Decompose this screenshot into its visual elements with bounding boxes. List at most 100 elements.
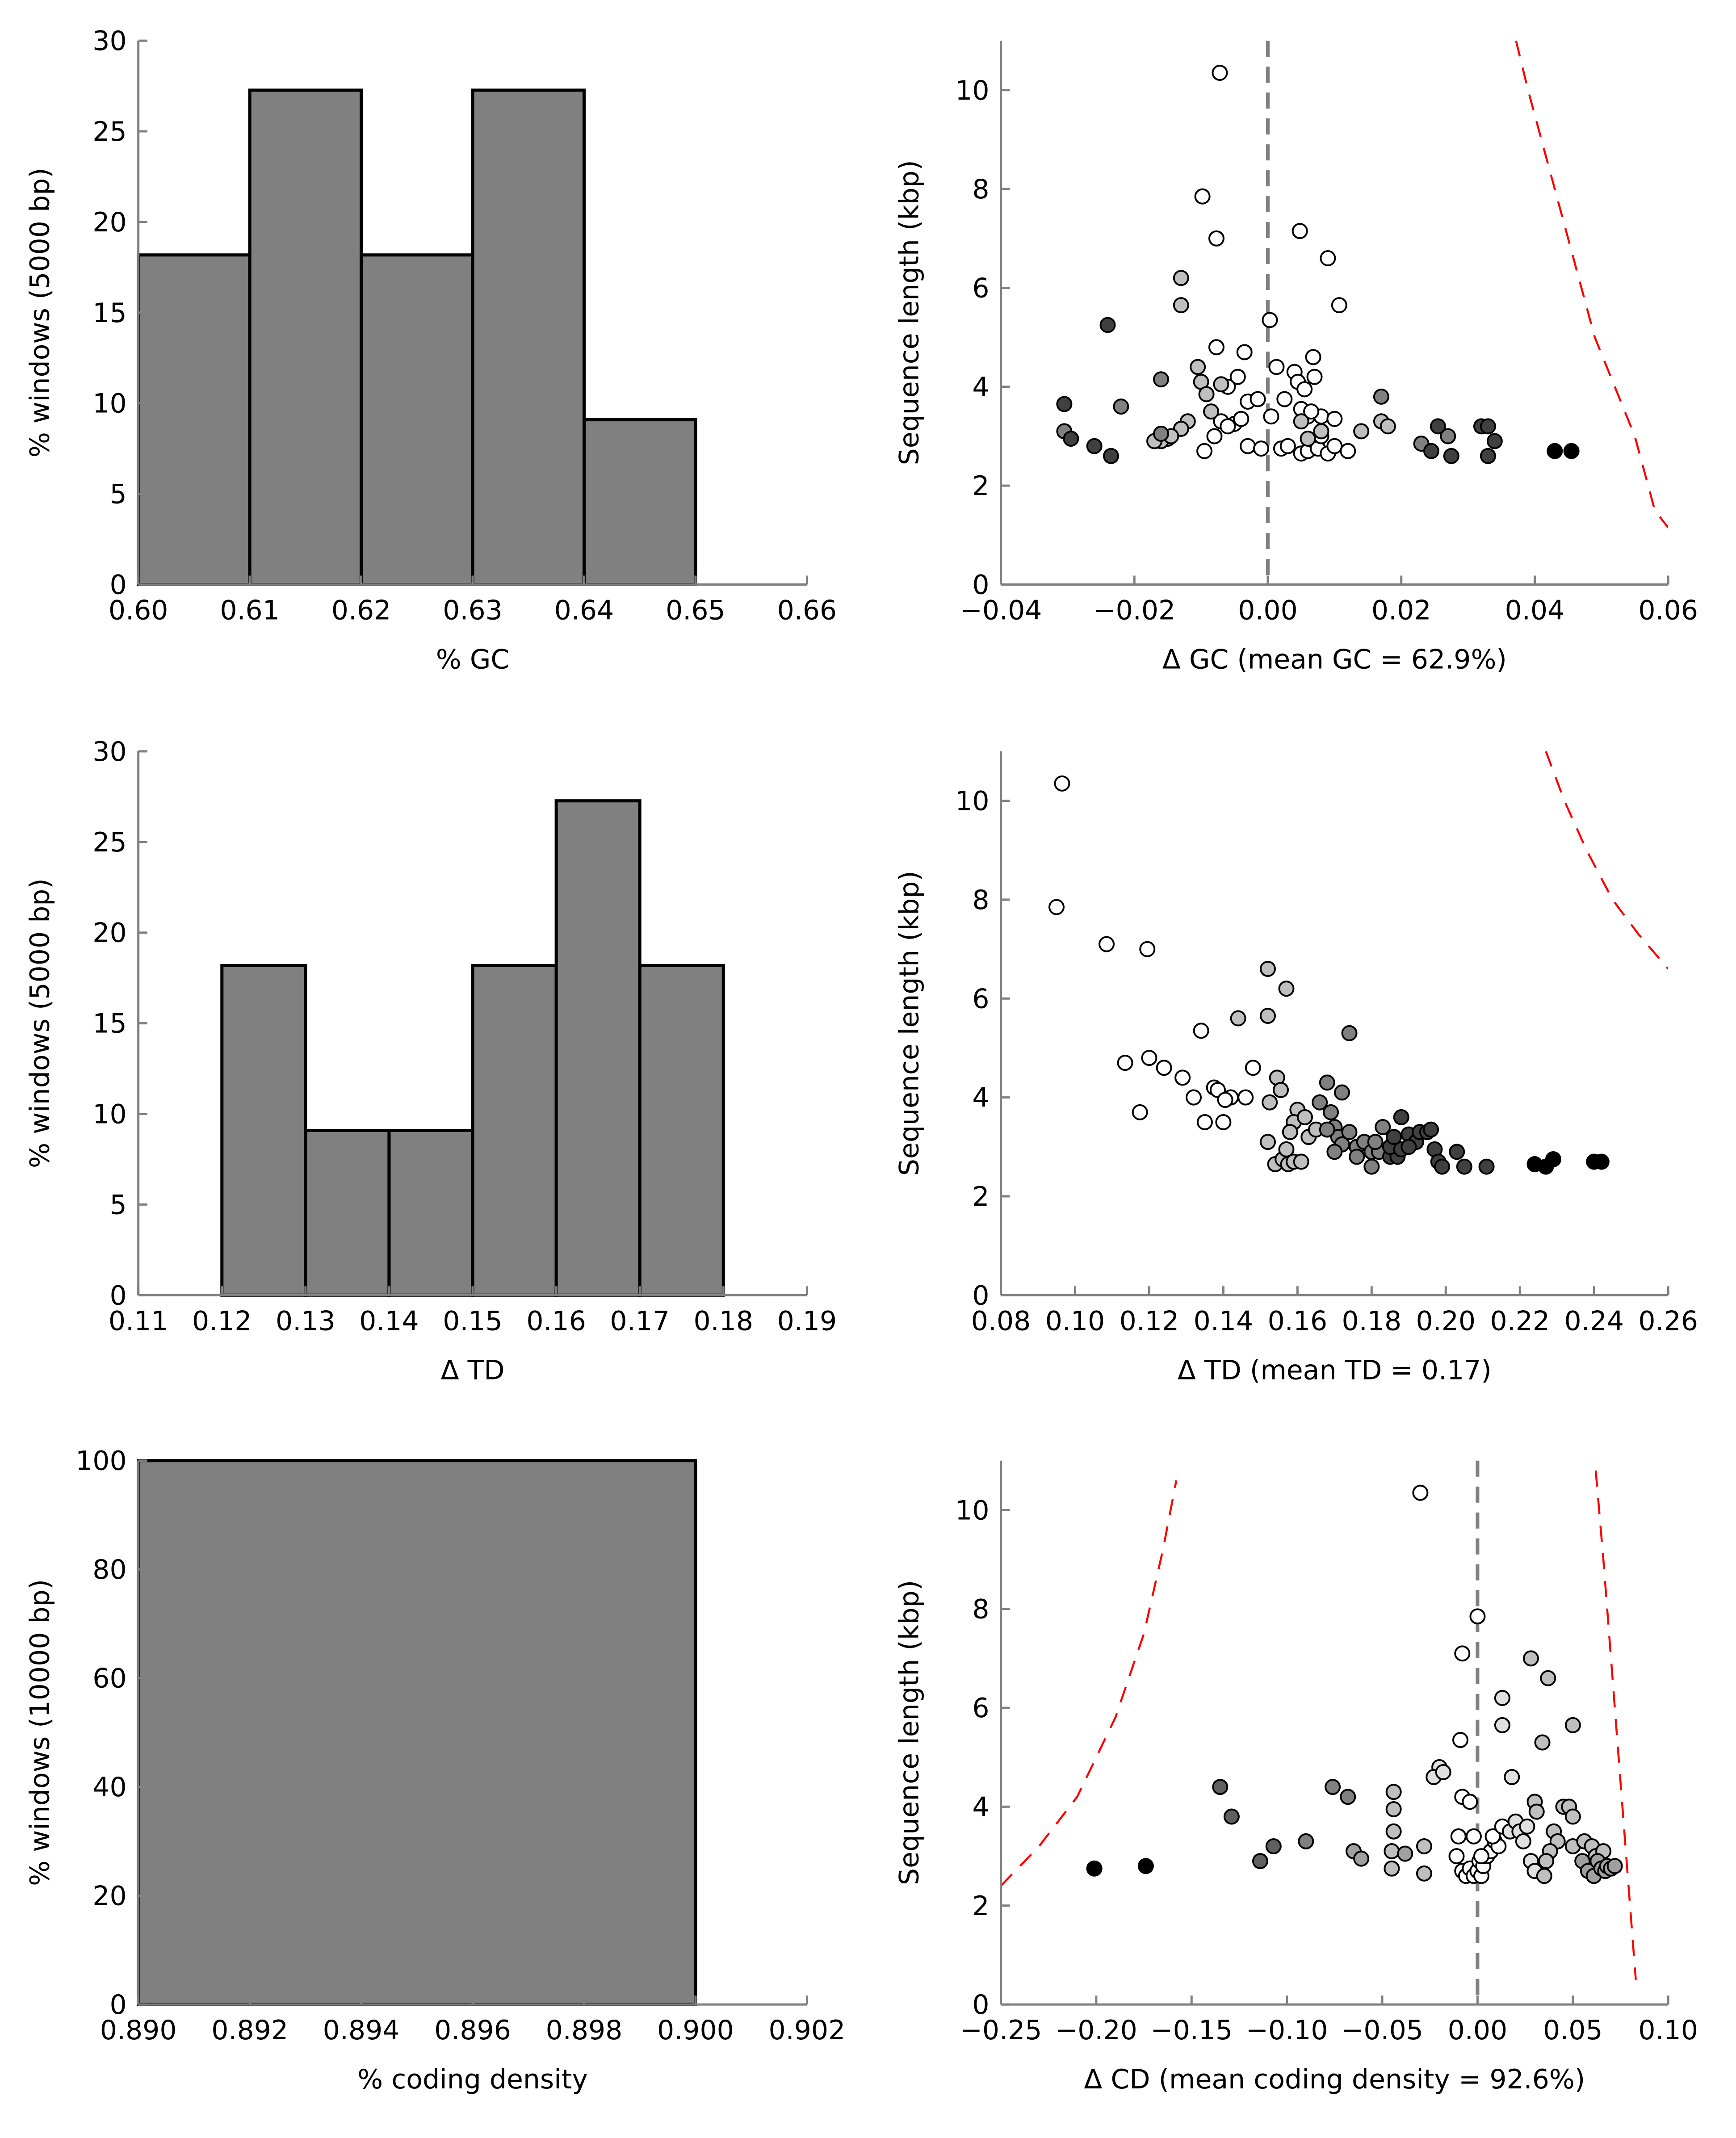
y-tick-label: 4 [972, 1082, 989, 1114]
scatter-point [1540, 1670, 1556, 1686]
x-tick-label: 0.11 [109, 1305, 168, 1337]
scatter-point [1262, 312, 1278, 328]
scatter-point [1515, 1833, 1531, 1849]
histogram-bar [638, 964, 725, 1297]
scatter-point [1385, 1801, 1402, 1817]
scatter-point [1341, 1124, 1358, 1140]
scatter-point [1252, 1853, 1268, 1870]
scatter-point [1384, 1860, 1400, 1877]
scatter-point [1340, 443, 1356, 459]
x-tick-label: 0.12 [1120, 1305, 1179, 1337]
x-tick-label: 0.05 [1543, 2015, 1603, 2046]
scatter-point [1494, 1689, 1510, 1706]
y-tick-label: 20 [92, 918, 126, 949]
scatter-point [1220, 418, 1236, 435]
x-axis-label: % GC [436, 644, 509, 675]
scatter-point [1456, 1158, 1472, 1175]
scatter-point [1443, 448, 1459, 464]
histogram-bar [360, 253, 474, 586]
scatter-point [1373, 388, 1389, 405]
scatter-point [1462, 1794, 1478, 1810]
scatter-point [1298, 1833, 1314, 1849]
x-tick-label: 0.61 [220, 595, 280, 626]
y-tick-label: 8 [972, 1594, 989, 1625]
scatter-point [1268, 359, 1285, 375]
scatter-point [1300, 431, 1316, 447]
scatter-point [1325, 1779, 1341, 1795]
y-tick-label: 8 [972, 174, 989, 205]
x-tick-label: 0.894 [323, 2015, 400, 2046]
y-tick-label: 10 [955, 786, 989, 817]
scatter-point [1208, 339, 1224, 356]
scatter-point [1448, 1848, 1465, 1865]
scatter-point [1563, 443, 1580, 459]
scatter-point [1449, 1144, 1465, 1160]
scatter-point [1606, 1858, 1623, 1874]
scatter-point [1296, 381, 1313, 398]
x-tick-label: 0.22 [1490, 1305, 1550, 1337]
scatter-point [1423, 443, 1439, 459]
scatter-point [1237, 1089, 1254, 1106]
scatter-point [1196, 443, 1213, 459]
scatter-point [1139, 941, 1156, 957]
y-tick-label: 10 [955, 75, 989, 106]
y-tick-label: 2 [972, 1181, 989, 1212]
scatter-point [1276, 391, 1293, 407]
scatter-point [1384, 1843, 1400, 1860]
scatter-point [1063, 431, 1079, 447]
histogram-bar [137, 253, 252, 586]
histogram-bar [554, 799, 642, 1297]
scatter-point [1173, 270, 1189, 286]
scatter-point [1440, 428, 1456, 444]
scatter-point [1564, 1717, 1581, 1733]
x-tick-label: 0.02 [1371, 595, 1431, 626]
scatter-point [1217, 1092, 1233, 1108]
scatter-point [1282, 1124, 1298, 1140]
x-tick-label: 0.63 [443, 595, 503, 626]
y-tick-label: 2 [972, 470, 989, 502]
panel-1: 0.60 0.61 0.62 0.63 0.64 0.65 0.66 0 5 10 15 20 25 30… [25, 25, 837, 675]
y-tick-label: 8 [972, 885, 989, 916]
x-tick-label: 0.04 [1505, 595, 1565, 626]
scatter-point [1313, 423, 1329, 440]
x-tick-label: 0.26 [1638, 1305, 1698, 1337]
scatter-point [1349, 1149, 1365, 1165]
x-tick-label: 0.08 [971, 1305, 1031, 1337]
scatter-point [1278, 981, 1295, 997]
threshold-curve [1001, 1480, 1178, 1887]
scatter-point [1478, 1158, 1495, 1175]
y-tick-label: 15 [92, 298, 126, 329]
scatter-point [1306, 369, 1323, 385]
scatter-point [1386, 1129, 1402, 1145]
scatter-point [1465, 1828, 1482, 1845]
x-tick-label: 0.13 [276, 1305, 335, 1337]
scatter-point [1265, 1838, 1282, 1854]
x-tick-label: 0.62 [331, 595, 391, 626]
scatter-point [1380, 418, 1396, 435]
scatter-point [1473, 1848, 1489, 1865]
threshold-curve [1594, 1470, 1637, 1980]
scatter-point [1416, 1865, 1432, 1882]
y-tick-label: 6 [972, 272, 989, 304]
scatter-point [1353, 423, 1370, 440]
y-axis-label: Sequence length (kbp) [894, 1580, 925, 1885]
scatter-point [1480, 448, 1496, 464]
y-tick-label: 4 [972, 1791, 989, 1823]
scatter-point [1480, 418, 1496, 435]
scatter-point [1141, 1050, 1157, 1066]
y-tick-label: 25 [92, 116, 126, 147]
scatter-point [1208, 230, 1224, 247]
y-tick-label: 0 [972, 1280, 989, 1311]
x-tick-label: 0.12 [192, 1305, 252, 1337]
scatter-point [1245, 1060, 1261, 1076]
y-tick-label: 4 [972, 372, 989, 403]
histogram-bar [137, 1459, 697, 2006]
scatter-point [1259, 1008, 1276, 1024]
y-tick-label: 25 [92, 827, 126, 858]
y-tick-label: 10 [955, 1495, 989, 1526]
scatter-point [1545, 1151, 1561, 1167]
scatter-point [1522, 1650, 1539, 1667]
scatter-point [1486, 433, 1503, 449]
threshold-curve [1545, 751, 1669, 970]
x-tick-label: 0.24 [1564, 1305, 1624, 1337]
